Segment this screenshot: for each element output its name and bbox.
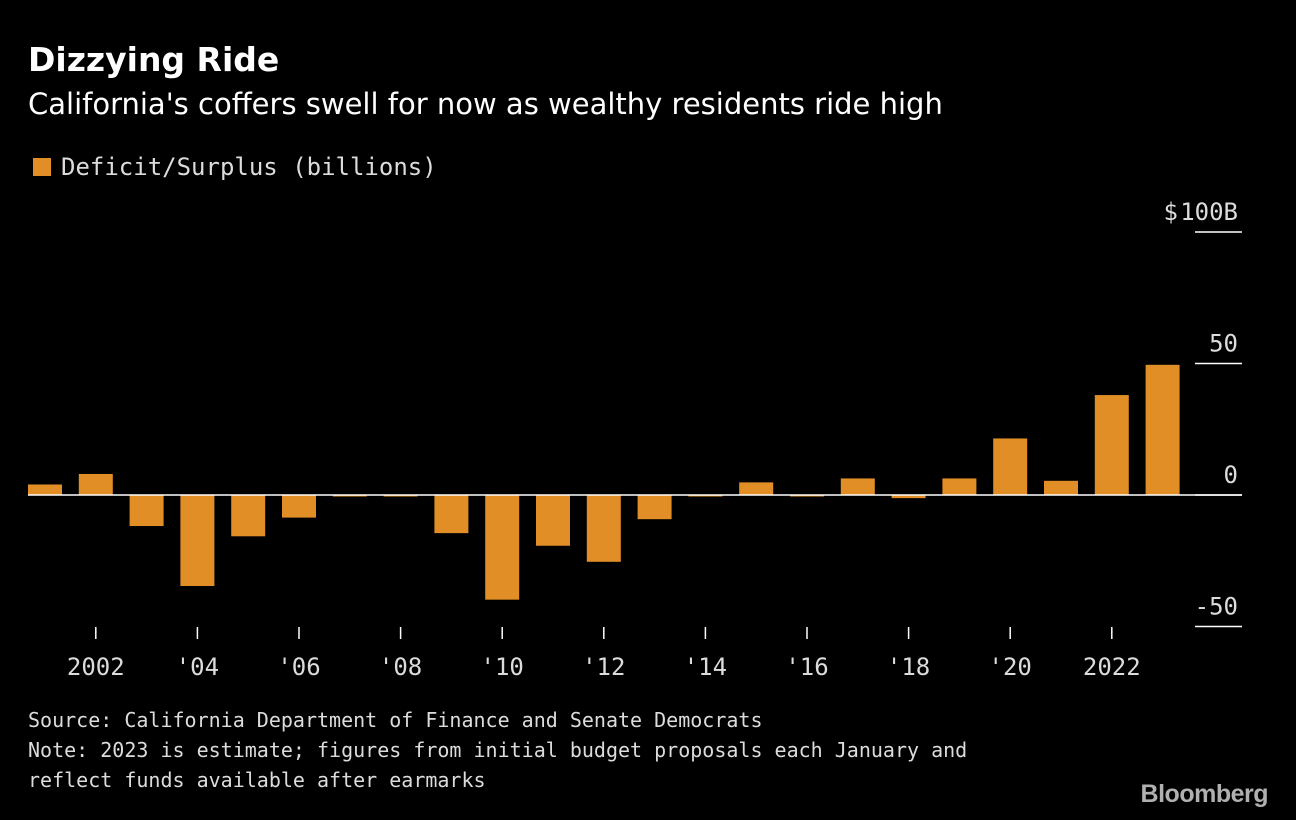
bloomberg-logo: Bloomberg bbox=[1140, 780, 1269, 808]
chart-subtitle: California's coffers swell for now as we… bbox=[28, 87, 943, 121]
x-tick-label: '06 bbox=[277, 653, 320, 681]
x-tick-label: '04 bbox=[176, 653, 219, 681]
bar-2002 bbox=[78, 473, 113, 495]
bar-2009 bbox=[434, 495, 469, 534]
y-tick-label: 100B bbox=[1180, 198, 1238, 226]
bar-2023 bbox=[1145, 364, 1180, 495]
y-tick-label: 50 bbox=[1209, 330, 1238, 358]
bar-2010 bbox=[485, 495, 520, 600]
legend-swatch bbox=[33, 158, 51, 176]
x-axis: 2002 '04 '06 '08 '10 '12 '14 '16 '18 '20 2022 bbox=[67, 627, 1141, 681]
legend-label: Deficit/Surplus (billions) bbox=[61, 153, 437, 181]
bar-2018 bbox=[891, 495, 926, 499]
bar-2005 bbox=[231, 495, 266, 537]
bar-2004 bbox=[180, 495, 215, 586]
bar-2001 bbox=[28, 484, 62, 495]
y-axis: -50 0 50 100B$ bbox=[1164, 198, 1242, 628]
y-tick-label: 0 bbox=[1224, 461, 1238, 489]
x-tick-label: '10 bbox=[481, 653, 524, 681]
bar-2022 bbox=[1094, 395, 1129, 495]
bar-2017 bbox=[840, 478, 875, 495]
bar-2003 bbox=[129, 495, 164, 527]
note-line-1: Note: 2023 is estimate; figures from ini… bbox=[28, 738, 968, 762]
x-tick-label: 2002 bbox=[67, 653, 125, 681]
bar-2006 bbox=[282, 495, 316, 518]
x-tick-label: '20 bbox=[989, 653, 1032, 681]
x-tick-label: '12 bbox=[582, 653, 625, 681]
bar-2015 bbox=[739, 482, 774, 495]
bar-2012 bbox=[586, 495, 621, 562]
bars-group bbox=[28, 364, 1180, 600]
bar-2020 bbox=[993, 438, 1028, 495]
bar-2013 bbox=[637, 495, 672, 520]
x-tick-label: 2022 bbox=[1083, 653, 1141, 681]
legend: Deficit/Surplus (billions) bbox=[33, 153, 437, 181]
bar-2019 bbox=[942, 478, 977, 495]
bar-2021 bbox=[1044, 480, 1078, 495]
y-tick-label: -50 bbox=[1195, 593, 1238, 621]
source-text: Source: California Department of Finance… bbox=[28, 708, 763, 732]
x-tick-label: '08 bbox=[379, 653, 422, 681]
y-currency-symbol: $ bbox=[1164, 198, 1178, 226]
note-line-2: reflect funds available after earmarks bbox=[28, 768, 486, 792]
x-tick-label: '14 bbox=[684, 653, 727, 681]
chart-title: Dizzying Ride bbox=[28, 40, 280, 79]
x-tick-label: '16 bbox=[785, 653, 828, 681]
x-tick-label: '18 bbox=[887, 653, 930, 681]
bar-2011 bbox=[536, 495, 570, 546]
